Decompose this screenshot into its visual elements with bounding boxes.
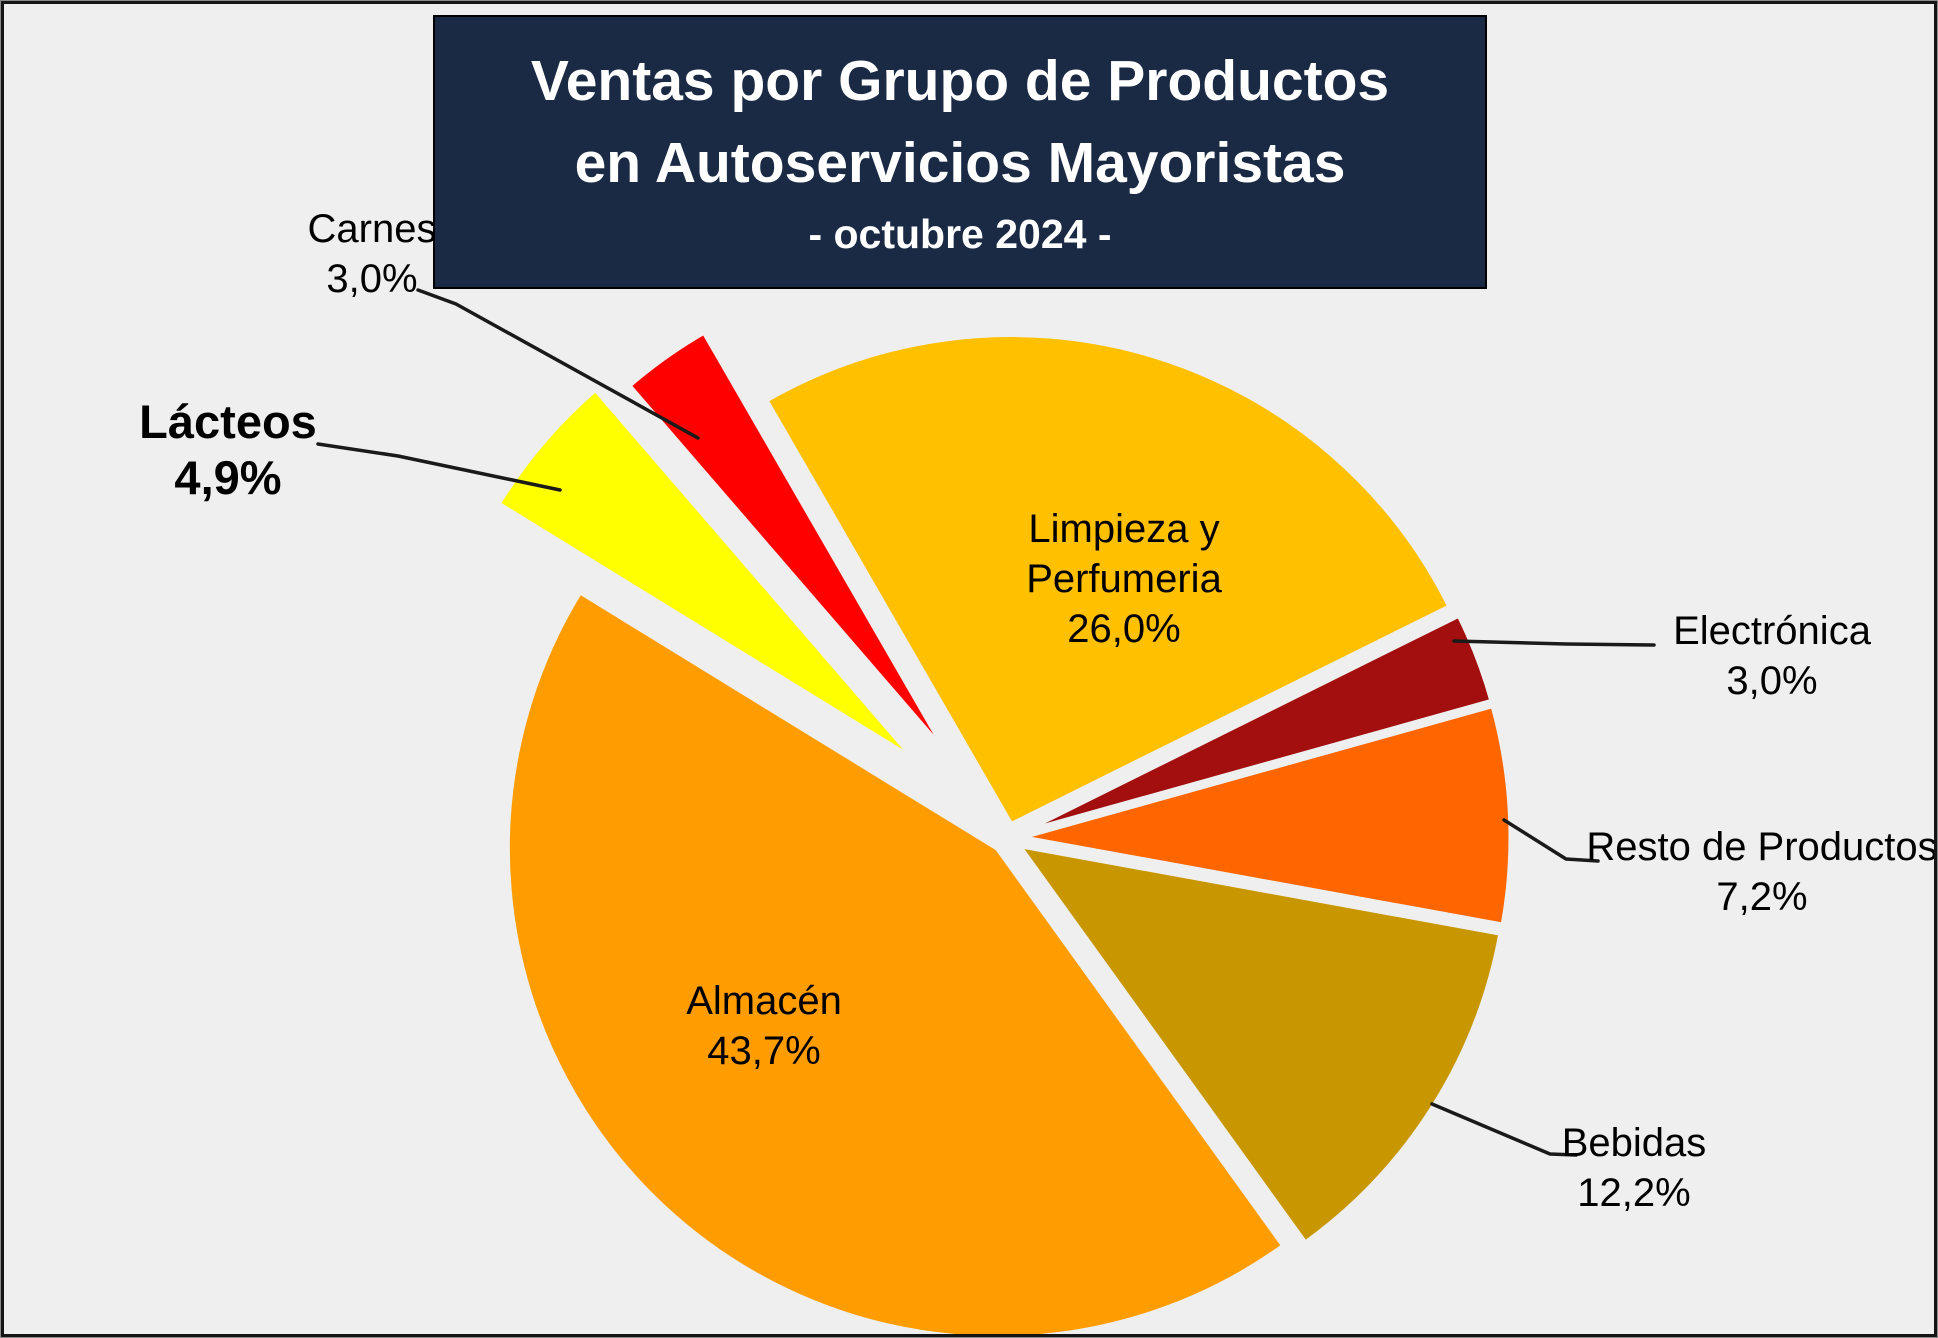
pie-slice-electronica xyxy=(1017,612,1495,836)
chart-subtitle: - octubre 2024 - xyxy=(808,211,1112,257)
leader-line-bebidas xyxy=(1430,1102,1578,1157)
pie-slice-lacteos xyxy=(495,386,919,763)
leader-line-carnes xyxy=(416,288,700,440)
chart-title-line-2: en Autoservicios Mayoristas xyxy=(574,131,1346,195)
pie-slice-limpieza-y-perfumeria xyxy=(763,332,1453,828)
leader-line-electronica xyxy=(1452,639,1656,647)
pie-slice-resto-de-productos xyxy=(1018,703,1514,928)
pie-slice-carnes xyxy=(626,329,952,759)
pie-slice-bebidas xyxy=(1016,843,1504,1246)
pie-slice-almacen xyxy=(504,589,1287,1334)
chart-title-box: Ventas por Grupo de Productos en Autoser… xyxy=(433,15,1487,289)
pie-chart-canvas xyxy=(316,288,1656,1334)
chart-title-line-1: Ventas por Grupo de Productos xyxy=(530,49,1390,113)
leader-line-lacteos xyxy=(316,442,562,492)
leader-line-resto-de-productos xyxy=(1502,818,1600,863)
